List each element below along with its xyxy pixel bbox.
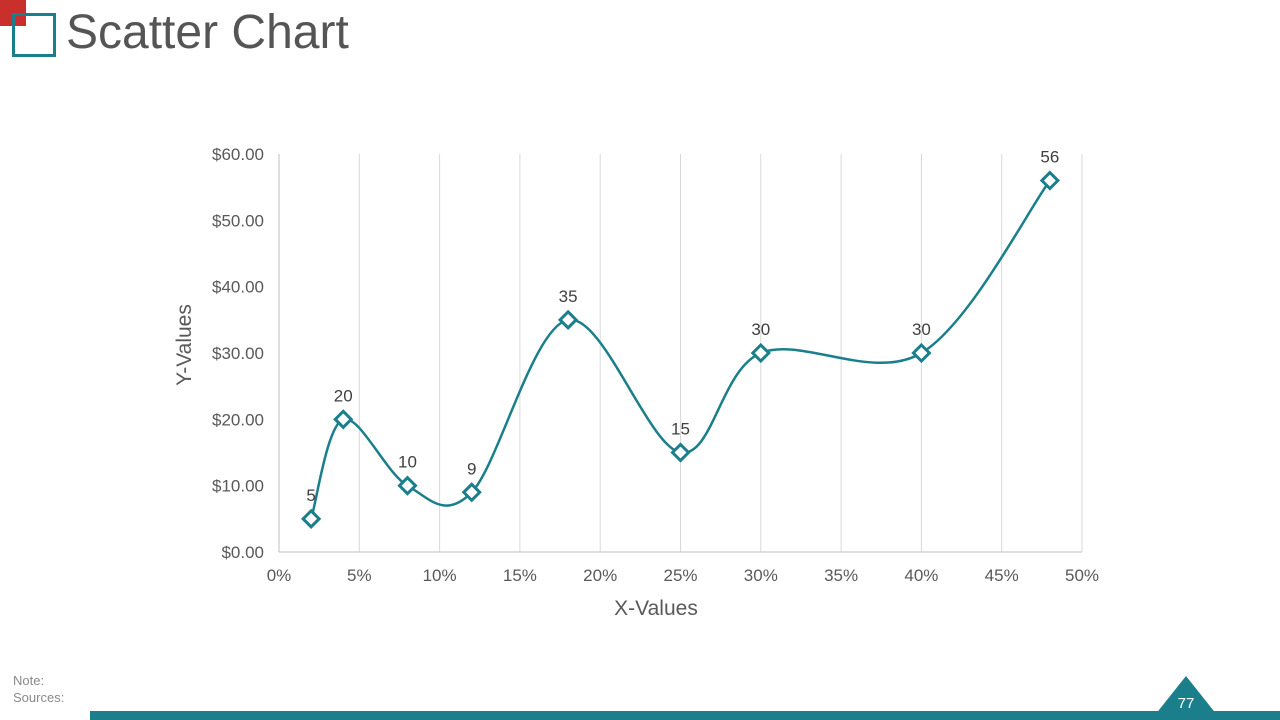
y-axis-title: Y-Values [173, 304, 196, 386]
data-point-marker [1039, 170, 1061, 191]
y-tick-label: $30.00 [212, 344, 264, 363]
data-label: 20 [334, 386, 353, 405]
y-tick-label: $20.00 [212, 410, 264, 429]
x-tick-label: 10% [423, 566, 457, 585]
data-label: 30 [751, 320, 770, 339]
data-label: 15 [671, 420, 690, 439]
y-tick-label: $60.00 [212, 145, 264, 164]
x-tick-label: 5% [347, 566, 372, 585]
data-labels: 5 20 10 9 35 15 30 30 56 [306, 148, 1059, 505]
data-point-marker [557, 309, 579, 330]
page-title: Scatter Chart [66, 6, 349, 59]
x-tick-label: 45% [985, 566, 1019, 585]
data-point-marker [670, 442, 691, 463]
y-tick-label: $40.00 [212, 278, 264, 297]
data-label: 30 [912, 320, 931, 339]
y-tick-label: $50.00 [212, 211, 264, 230]
x-axis-title: X-Values [614, 597, 698, 620]
sources-label: Sources: [13, 690, 65, 705]
data-point-marker [911, 342, 932, 364]
series-line [309, 179, 1051, 520]
x-tick-label: 25% [663, 566, 697, 585]
axes: 0% 5% 10% 15% 20% 25% 30% 35% 40% 45% 50% $0.00 $10.… [212, 145, 1099, 585]
y-tick-label: $10.00 [212, 477, 264, 496]
data-label: 10 [398, 453, 417, 472]
page-number: 77 [1177, 695, 1195, 712]
data-point-marker [300, 508, 322, 529]
x-tick-label: 20% [583, 566, 617, 585]
data-label: 9 [467, 459, 476, 478]
grid-lines [278, 154, 1083, 552]
x-tick-label: 15% [503, 566, 537, 585]
data-point-marker [397, 475, 418, 496]
data-point-marker [461, 482, 482, 503]
page-number-tab [1151, 676, 1221, 720]
data-markers [300, 170, 1061, 529]
note-label: Note: [13, 673, 45, 688]
data-label: 35 [559, 287, 578, 306]
footnote: Note: Sources: [13, 672, 64, 706]
data-label: 5 [306, 486, 315, 505]
x-tick-label: 40% [904, 566, 938, 585]
data-point-marker [333, 409, 354, 430]
data-label: 56 [1040, 148, 1059, 167]
x-tick-label: 50% [1065, 566, 1099, 585]
title-square-icon [12, 13, 56, 57]
bottom-bar [90, 711, 1280, 720]
data-point-marker [750, 342, 771, 364]
y-tick-label: $0.00 [221, 543, 264, 562]
x-tick-label: 0% [267, 566, 292, 585]
x-tick-label: 35% [824, 566, 858, 585]
x-tick-label: 30% [744, 566, 778, 585]
